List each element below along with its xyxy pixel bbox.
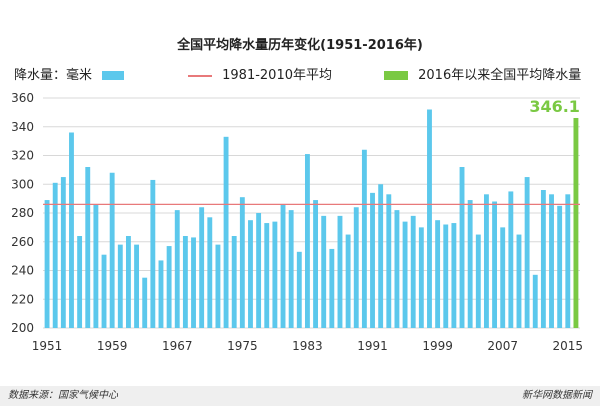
bar-1956 (85, 167, 91, 328)
bar-1967 (174, 210, 180, 328)
x-tick-label: 1951 (32, 339, 63, 353)
bar-1986 (329, 248, 335, 328)
bar-1951 (44, 200, 50, 328)
bar-1969 (191, 237, 196, 328)
bar-1970 (199, 207, 205, 328)
bar-2014 (557, 205, 563, 328)
bar-1987 (337, 215, 343, 328)
bar-1999 (435, 220, 441, 328)
bar-1988 (345, 234, 351, 328)
y-tick-label: 340 (11, 120, 34, 134)
bar-2010 (524, 177, 530, 328)
bar-1953 (60, 177, 66, 328)
bar-2004 (475, 234, 481, 328)
bar-2006 (492, 201, 498, 328)
bar-1961 (125, 236, 131, 328)
bar-2003 (467, 200, 473, 328)
chart-title: 全国平均降水量历年变化(1951-2016年) (177, 38, 423, 53)
bar-1959 (109, 172, 115, 328)
bar-1997 (418, 227, 424, 328)
bar-1981 (288, 210, 294, 328)
legend-average-label: 1981-2010年平均 (222, 68, 332, 83)
bar-1991 (370, 192, 375, 328)
bar-2005 (483, 194, 489, 328)
bar-2011 (532, 274, 538, 328)
bar-1985 (321, 215, 327, 328)
bar-1954 (69, 132, 74, 328)
bar-1993 (386, 194, 392, 328)
highlight-value-label: 346.1 (529, 97, 580, 116)
bar-1952 (52, 182, 58, 328)
y-tick-label: 240 (11, 264, 34, 278)
bar-2013 (549, 194, 554, 328)
bar-1975 (239, 197, 245, 328)
bar-1980 (280, 204, 286, 328)
bar-1996 (410, 215, 416, 328)
legend-rainfall-label: 降水量：毫米 (14, 68, 93, 83)
data-source: 数据来源：国家气候中心 (8, 390, 118, 401)
x-tick-label: 1975 (227, 339, 258, 353)
bar-1973 (223, 136, 229, 328)
bar-1960 (117, 244, 123, 328)
bar-2009 (516, 234, 522, 328)
bar-1979 (272, 221, 278, 328)
bar-1972 (215, 244, 221, 328)
bar-1982 (296, 251, 302, 328)
bar-1965 (158, 260, 164, 328)
bar-1968 (182, 236, 188, 328)
bar-1966 (166, 246, 172, 328)
y-tick-label: 220 (11, 292, 34, 306)
legend-2016-label: 2016年以来全国平均降水量 (418, 68, 582, 83)
x-tick-label: 1967 (162, 339, 193, 353)
x-tick-label: 2015 (553, 339, 584, 353)
y-tick-label: 300 (11, 177, 34, 191)
bar-1990 (361, 149, 367, 328)
bar-1957 (93, 204, 99, 328)
bar-1983 (304, 154, 310, 328)
bar-1971 (207, 217, 213, 328)
legend-average-swatch (188, 74, 212, 77)
bar-2001 (451, 223, 457, 328)
brand-label: 新华网数据新闻 (522, 390, 592, 401)
bar-1976 (248, 220, 253, 328)
bar-1974 (231, 236, 237, 328)
y-tick-label: 260 (11, 235, 34, 249)
bar-1977 (256, 213, 262, 328)
bar-1994 (394, 210, 400, 328)
bar-2007 (500, 227, 506, 328)
legend-2016: 2016年以来全国平均降水量 (384, 67, 581, 85)
bar-2016 (573, 117, 579, 328)
y-tick-label: 280 (11, 206, 34, 220)
bar-2012 (540, 190, 546, 328)
legend-2016-swatch (384, 71, 408, 80)
x-tick-label: 1959 (97, 339, 128, 353)
bar-1978 (264, 223, 270, 328)
x-tick-label: 1983 (292, 339, 323, 353)
plot-area: 200 220 240 260 280 300 320 340 360 346.1 1951 1959… (11, 91, 584, 353)
bar-1992 (378, 184, 384, 328)
bar-2002 (459, 167, 465, 328)
bar-1998 (427, 109, 432, 328)
x-tick-label: 1991 (357, 339, 388, 353)
bar-2015 (565, 194, 571, 328)
legend-average: 1981-2010年平均 (188, 67, 332, 85)
bar-1995 (402, 221, 408, 328)
legend-rainfall: 降水量：毫米 (14, 67, 125, 85)
x-tick-label: 1999 (422, 339, 453, 353)
bar-1964 (150, 179, 156, 328)
bar-2008 (508, 191, 514, 328)
bar-1963 (142, 277, 148, 328)
bar-1989 (353, 207, 359, 328)
legend-rainfall-swatch (102, 71, 125, 80)
bar-1984 (313, 200, 319, 328)
bar-1958 (101, 254, 107, 328)
y-tick-label: 360 (11, 91, 34, 105)
bar-2000 (443, 224, 449, 328)
bar-1962 (134, 244, 140, 328)
y-tick-label: 320 (11, 149, 34, 163)
bar-1955 (77, 236, 83, 328)
y-tick-label: 200 (11, 321, 34, 335)
x-tick-label: 2007 (487, 339, 518, 353)
footer: 数据来源：国家气候中心 新华网数据新闻 (0, 386, 600, 406)
